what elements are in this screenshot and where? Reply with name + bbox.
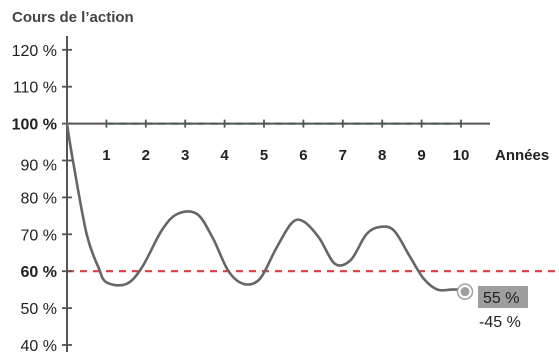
end-marker-group — [456, 283, 474, 300]
end-value-label: 55 % — [483, 290, 519, 307]
y-tick-label-70: 70 % — [21, 227, 57, 244]
y-tick-label-120: 120 % — [12, 43, 57, 60]
y-tick-label-50: 50 % — [21, 301, 57, 318]
x-axis-ticks: 1 2 3 4 5 6 7 8 9 10 — [102, 119, 470, 164]
reference-lines — [67, 122, 559, 273]
y-tick-label-90: 90 % — [21, 158, 57, 175]
x-axis-title: Années — [495, 147, 549, 164]
y-tick-label-60: 60 % — [21, 264, 57, 281]
x-tick-label-2: 2 — [142, 147, 150, 164]
x-tick-label-9: 9 — [417, 147, 425, 164]
x-tick-label-4: 4 — [220, 147, 229, 164]
x-tick-label-3: 3 — [181, 147, 189, 164]
x-tick-label-1: 1 — [102, 147, 110, 164]
y-axis-title: Cours de l’action — [12, 9, 134, 26]
y-tick-label-80: 80 % — [21, 190, 57, 207]
axes — [66, 36, 490, 352]
series-group — [65, 122, 463, 292]
x-tick-label-6: 6 — [299, 147, 307, 164]
x-tick-label-7: 7 — [339, 147, 347, 164]
x-tick-label-5: 5 — [260, 147, 268, 164]
end-marker-dot — [460, 287, 470, 297]
annotations: 55 % -45 % — [478, 286, 528, 331]
x-tick-label-10: 10 — [453, 147, 470, 164]
y-axis-ticks: 120 % 110 % 100 % 90 % 80 % 70 % 60 % 50 % 40 % — [12, 43, 72, 354]
x-tick-label-8: 8 — [378, 147, 386, 164]
y-tick-label-110: 110 % — [13, 80, 57, 97]
end-value-box — [478, 286, 528, 308]
y-tick-label-100: 100 % — [12, 117, 57, 134]
series-line-0 — [65, 122, 463, 292]
change-label: -45 % — [479, 314, 521, 331]
y-tick-label-40: 40 % — [21, 338, 57, 354]
